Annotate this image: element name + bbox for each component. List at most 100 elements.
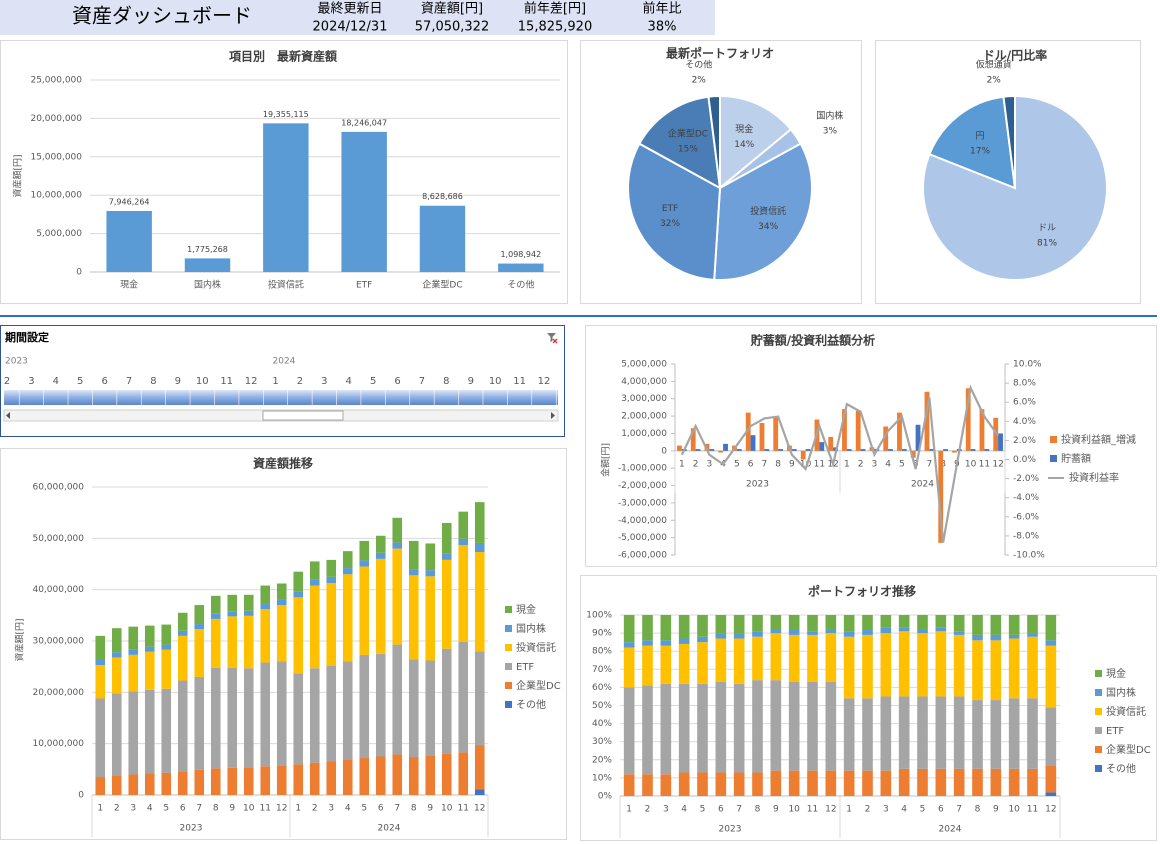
- bar-segment: [260, 766, 271, 795]
- pie-value-label: 15%: [678, 144, 698, 154]
- y-tick-label: 30,000,000: [32, 637, 84, 647]
- y-tick-label: -6,000,000: [618, 551, 667, 561]
- bar-segment: [293, 571, 304, 592]
- legend-label[interactable]: 現金: [516, 603, 536, 616]
- legend-label[interactable]: 投資利益額_増減: [1061, 433, 1136, 446]
- slicer-month[interactable]: 10: [489, 376, 502, 387]
- bar-segment: [359, 540, 370, 561]
- filter-clear-icon[interactable]: [547, 333, 556, 342]
- bar-segment: [880, 627, 892, 634]
- bar-segment: [660, 615, 672, 641]
- bar: [800, 450, 806, 460]
- y-axis-label: 金額[円]: [600, 443, 612, 477]
- slicer-month[interactable]: 3: [28, 376, 34, 387]
- bar-segment: [843, 770, 855, 796]
- bar-segment: [326, 582, 337, 666]
- scrollbar-thumb[interactable]: [262, 410, 344, 421]
- slicer-month[interactable]: 5: [370, 376, 376, 387]
- slicer-month[interactable]: 7: [126, 376, 132, 387]
- legend-label[interactable]: 国内株: [1106, 686, 1136, 699]
- legend-label[interactable]: 投資信託: [516, 641, 556, 654]
- bar-segment: [95, 659, 106, 666]
- slicer-month[interactable]: 9: [175, 376, 181, 387]
- bar-segment: [375, 552, 386, 559]
- legend-label[interactable]: その他: [1106, 762, 1136, 775]
- x-tick-label: 現金: [120, 279, 138, 291]
- bar-segment: [161, 772, 172, 795]
- x-tick-label: 12: [992, 459, 1003, 469]
- x-tick-label: 3: [707, 459, 713, 469]
- slicer-month[interactable]: 4: [53, 376, 59, 387]
- legend-label[interactable]: 貯蓄額: [1061, 452, 1091, 465]
- scroll-right[interactable]: [551, 412, 555, 419]
- bar: [901, 449, 907, 451]
- bar: [773, 417, 779, 451]
- bar-segment: [144, 646, 155, 652]
- slicer-month[interactable]: 8: [443, 376, 449, 387]
- legend-label[interactable]: ETF: [1106, 726, 1124, 737]
- data-label: 19,355,115: [263, 110, 309, 119]
- legend-label[interactable]: 投資信託: [1106, 705, 1146, 718]
- slicer-month[interactable]: 3: [321, 376, 327, 387]
- x-tick-label: 5: [700, 805, 706, 815]
- legend-label[interactable]: その他: [516, 698, 546, 711]
- bar-segment: [276, 599, 287, 606]
- kpi-label: 最終更新日: [317, 1, 382, 17]
- y-tick-label: 60%: [592, 683, 612, 693]
- slicer-month[interactable]: 2: [297, 376, 303, 387]
- slicer-month[interactable]: 2: [4, 376, 10, 387]
- y-tick-label: -2,000,000: [618, 481, 667, 491]
- slicer-month[interactable]: 11: [513, 376, 526, 387]
- scroll-left[interactable]: [6, 412, 10, 419]
- bar-segment: [697, 615, 708, 637]
- legend-label[interactable]: 企業型DC: [1106, 743, 1151, 756]
- x-tick-label: 1: [844, 459, 850, 469]
- slicer-month[interactable]: 9: [468, 376, 474, 387]
- slicer-month[interactable]: 4: [346, 376, 352, 387]
- y-tick-label: 3,000,000: [621, 394, 667, 404]
- x-tick-label: 6: [378, 804, 384, 814]
- slicer-month[interactable]: 1: [272, 376, 278, 387]
- slicer-month[interactable]: 10: [196, 376, 209, 387]
- bar-segment: [1008, 638, 1020, 699]
- pie-slice: [719, 94, 793, 191]
- chart-title: ポートフォリオ推移: [808, 584, 916, 599]
- legend-label[interactable]: 企業型DC: [516, 679, 561, 692]
- slicer-month[interactable]: 6: [394, 376, 400, 387]
- x-tick-label: 5: [734, 459, 740, 469]
- y-tick-label: 4,000,000: [621, 377, 667, 387]
- slicer-month[interactable]: 11: [220, 376, 233, 387]
- slicer-month[interactable]: 7: [419, 376, 425, 387]
- slicer-month[interactable]: 12: [538, 376, 551, 387]
- bar-segment: [161, 649, 172, 689]
- legend-label[interactable]: ETF: [516, 662, 534, 673]
- legend-label[interactable]: 投資利益率: [1069, 471, 1119, 484]
- legend-label[interactable]: 国内株: [516, 622, 546, 635]
- bar-segment: [128, 654, 139, 692]
- legend-label[interactable]: 現金: [1106, 667, 1126, 680]
- bar-segment: [392, 754, 403, 795]
- slicer-month[interactable]: 8: [150, 376, 156, 387]
- timeline-band[interactable]: [4, 390, 558, 405]
- bar-segment: [862, 615, 873, 630]
- x-tick-label: 6: [180, 804, 186, 814]
- bar-segment: [715, 633, 727, 639]
- bar-segment: [326, 761, 337, 795]
- slicer-month[interactable]: 6: [101, 376, 107, 387]
- bar-segment: [623, 647, 635, 688]
- bar: [952, 450, 957, 453]
- bar-segment: [678, 615, 690, 639]
- y-tick-label: 100%: [586, 611, 612, 621]
- x-tick-label: 10: [800, 459, 812, 469]
- y-tick-label: 80%: [592, 647, 612, 657]
- slicer-month[interactable]: 12: [245, 376, 258, 387]
- bar-segment: [1045, 615, 1057, 641]
- bar: [723, 443, 728, 451]
- slicer-month[interactable]: 5: [77, 376, 83, 387]
- x-tick-label: 5: [163, 804, 169, 814]
- bar-segment: [1045, 707, 1057, 766]
- bar-segment: [660, 683, 672, 775]
- bar-segment: [177, 630, 188, 636]
- line-series: [680, 384, 1000, 543]
- x-tick-label: 1: [846, 805, 852, 815]
